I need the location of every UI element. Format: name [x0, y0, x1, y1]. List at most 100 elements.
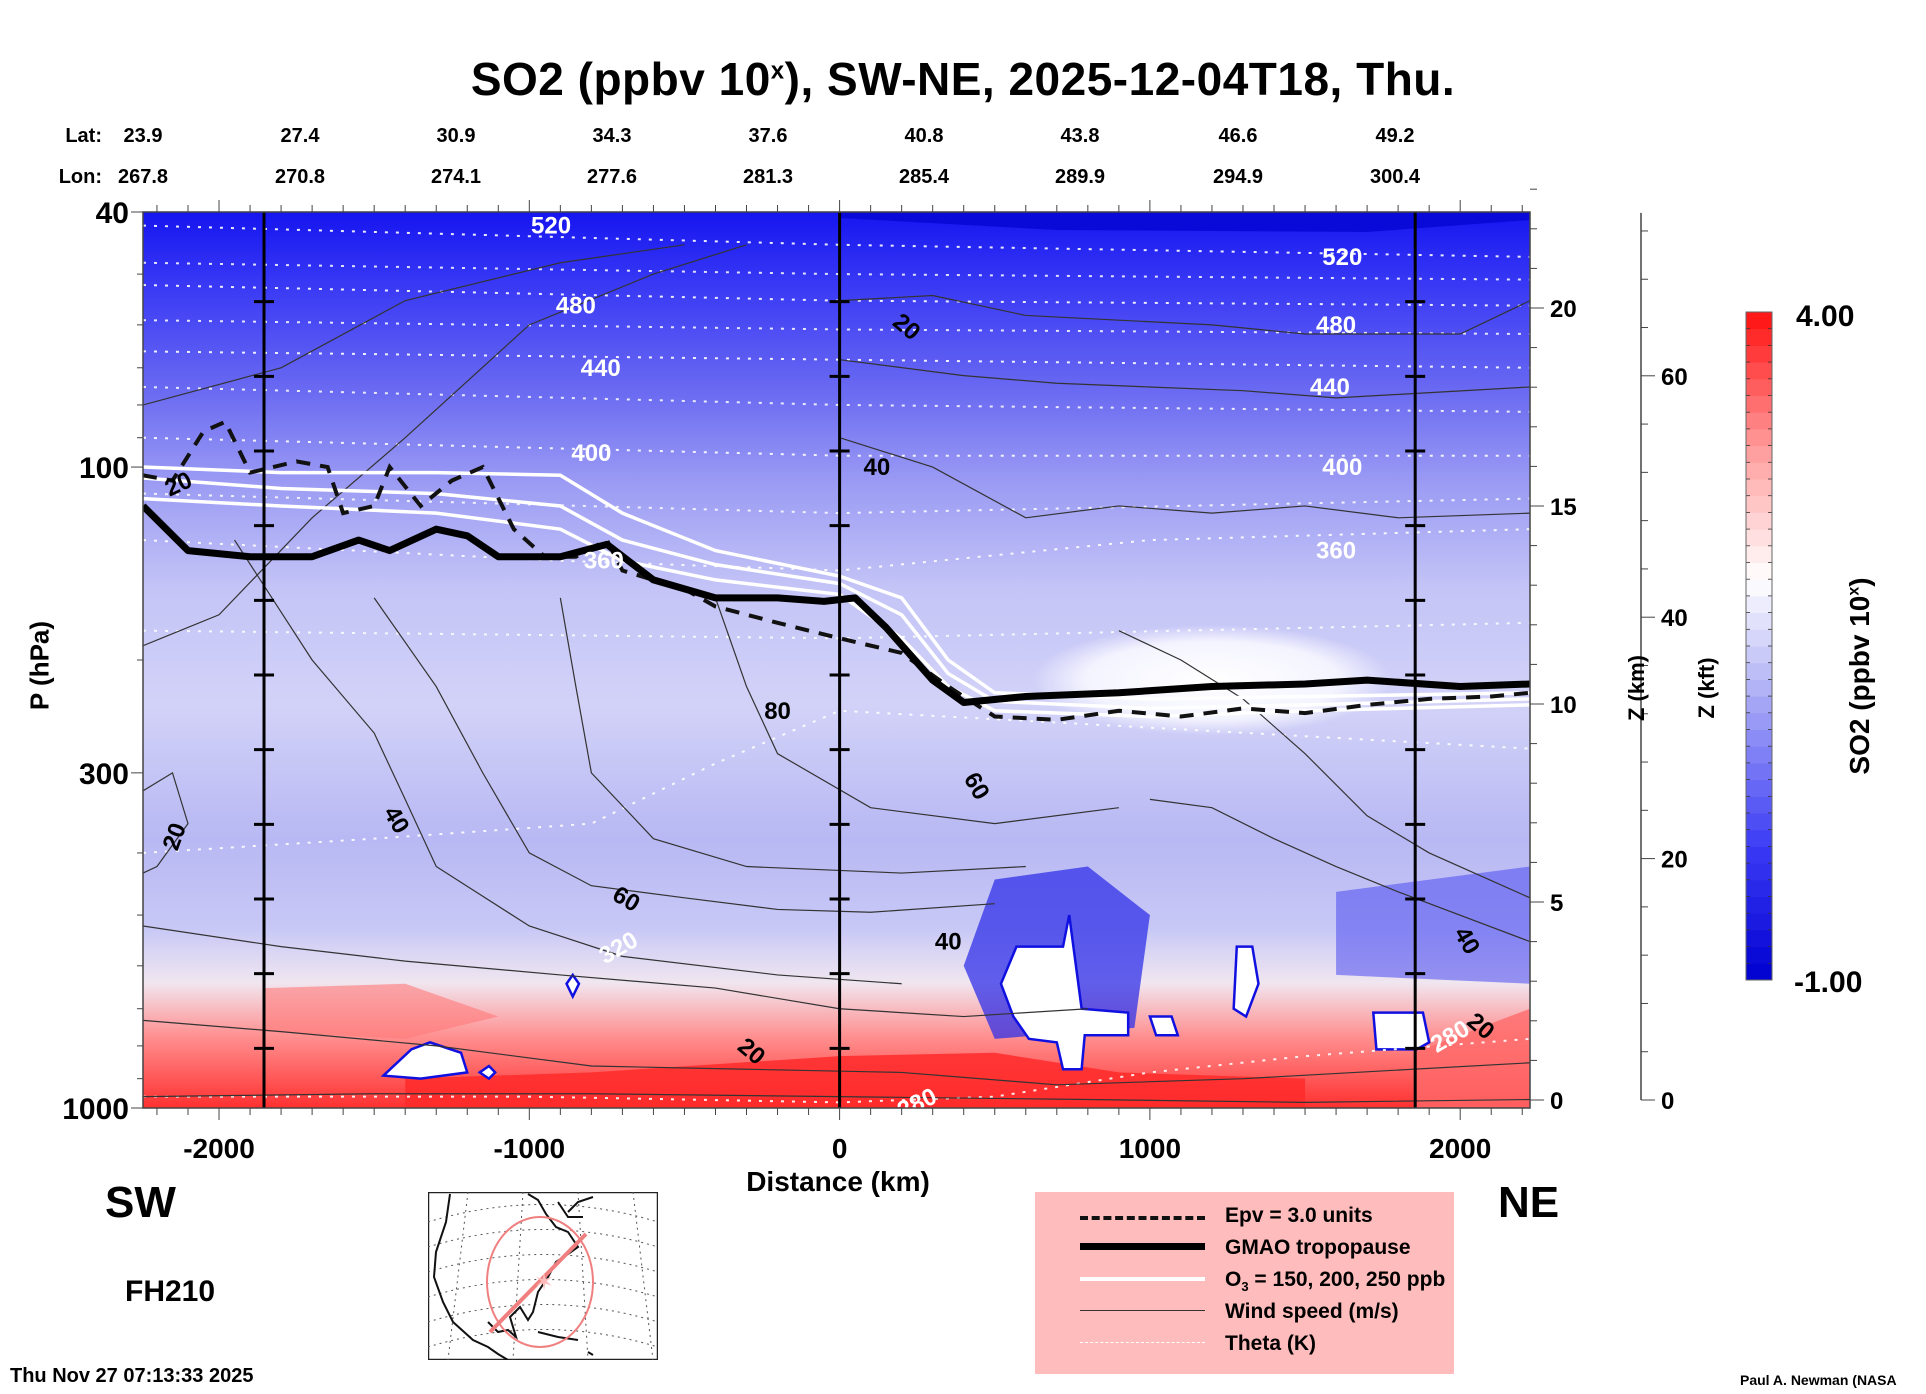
so2-white-region — [565, 972, 581, 1000]
y3-axis-label: Z (kft) — [1694, 657, 1719, 719]
colorbar-segment — [1746, 779, 1772, 797]
colorbar-segment — [1746, 963, 1772, 981]
colorbar-segment — [1746, 512, 1772, 530]
lat-value: 30.9 — [436, 125, 476, 147]
theta-line-minor — [143, 621, 1530, 640]
theta-line-minor — [143, 492, 1530, 515]
map-graticule — [428, 1192, 658, 1360]
theta-label: 400 — [1322, 454, 1362, 481]
theta-label: 400 — [571, 440, 611, 467]
y-tick-label: 1000 — [62, 1093, 129, 1126]
theta-line-280 — [143, 1037, 1530, 1104]
theta-label: 520 — [531, 213, 571, 240]
lat-value: 43.8 — [1060, 125, 1100, 147]
lon-value: 274.1 — [430, 166, 482, 188]
lat-label: Lat: — [65, 125, 102, 147]
theta-line-360 — [143, 528, 1530, 572]
x-tick-label: -1000 — [493, 1133, 565, 1164]
direction-sw: SW — [105, 1178, 176, 1227]
theta-label: 360 — [584, 548, 624, 575]
colorbar-segment — [1746, 879, 1772, 897]
epv-contour — [143, 419, 1530, 722]
theta-label: 480 — [1316, 312, 1356, 339]
y-axis-label-wrap: P (hPa) — [20, 560, 60, 760]
wind-speed-contour — [234, 539, 902, 985]
legend: Epv = 3.0 units GMAO tropopause O3 = 150… — [1035, 1192, 1454, 1374]
colorbar-segment — [1746, 529, 1772, 547]
z-kft-tick-label: 0 — [1661, 1088, 1674, 1115]
legend-swatch-o3 — [1080, 1277, 1205, 1281]
colorbar-segment — [1746, 462, 1772, 480]
colorbar-segment — [1746, 762, 1772, 781]
x-axis-label: Distance (km) — [746, 1166, 930, 1197]
direction-ne: NE — [1498, 1178, 1560, 1227]
map-center-star-icon: ✶ — [534, 1268, 554, 1296]
legend-label-tropopause: GMAO tropopause — [1225, 1236, 1411, 1259]
tropopause-line — [143, 503, 1530, 707]
x-tick-label: -2000 — [183, 1133, 255, 1164]
colorbar-segment — [1746, 863, 1772, 881]
so2-blue-patch-ne — [1336, 866, 1530, 984]
z-kft-tick-label: 40 — [1661, 605, 1688, 632]
colorbar-segment — [1746, 629, 1772, 647]
colorbar-segment — [1746, 662, 1772, 680]
wind-speed-contour — [143, 1019, 1530, 1086]
wind-speed-contour — [143, 244, 747, 647]
colorbar-segment — [1746, 579, 1772, 597]
theta-line-520 — [143, 224, 1530, 258]
colorbar-label: SO2 (ppbv 10x) — [1844, 577, 1875, 775]
colorbar-segment — [1746, 729, 1772, 747]
lon-label: Lon: — [58, 166, 102, 188]
legend-swatch-epv — [1080, 1216, 1205, 1220]
colorbar-segment — [1746, 495, 1772, 513]
colorbar-segment — [1746, 913, 1772, 931]
wind-speed-contour — [839, 359, 1530, 399]
legend-label-o3: O3 = 150, 200, 250 ppb — [1225, 1268, 1446, 1295]
theta-label: 520 — [1322, 244, 1362, 271]
map-range-circle — [486, 1216, 594, 1348]
so2-white-region — [477, 1064, 497, 1081]
lon-value: 277.6 — [586, 166, 638, 188]
so2-white-region — [380, 1041, 469, 1080]
lat-value: 27.4 — [280, 125, 320, 147]
legend-label-theta: Theta (K) — [1225, 1332, 1316, 1355]
theta-label: 360 — [1316, 538, 1356, 565]
z-kft-tick-label: 20 — [1661, 847, 1688, 874]
colorbar-segment — [1746, 829, 1772, 847]
map-transect-line — [488, 1232, 588, 1334]
colorbar-segment — [1746, 428, 1772, 447]
lon-value: 285.4 — [898, 166, 950, 188]
x-tick-label: 1000 — [1119, 1133, 1181, 1164]
colorbar-segment — [1746, 679, 1772, 697]
colorbar-segment — [1746, 796, 1772, 814]
colorbar-segment — [1746, 345, 1772, 363]
wind-speed-contour — [143, 244, 685, 406]
wind-speed-label: 80 — [764, 698, 791, 725]
z-km-tick-label: 10 — [1550, 692, 1577, 719]
legend-label-epv: Epv = 3.0 units — [1225, 1204, 1373, 1227]
so2-white-region — [1371, 1011, 1431, 1051]
colorbar-segment — [1746, 562, 1772, 580]
theta-line-minor — [143, 319, 1530, 335]
timestamp: Thu Nov 27 07:13:33 2025 — [10, 1365, 254, 1387]
legend-swatch-theta — [1080, 1342, 1205, 1343]
lon-value: 294.9 — [1212, 166, 1264, 188]
colorbar-segment — [1746, 595, 1772, 614]
colorbar-segment — [1746, 445, 1772, 463]
wind-speed-contour — [839, 437, 1530, 519]
x-tick-label: 2000 — [1429, 1133, 1491, 1164]
wind-speed-contour — [1118, 630, 1530, 899]
wind-speed-label: 40 — [863, 454, 890, 481]
theta-line-480 — [143, 284, 1530, 307]
colorbar-segment — [1746, 378, 1772, 396]
legend-swatch-wind — [1080, 1310, 1205, 1311]
wind-speed-contour — [839, 294, 1530, 335]
wind-speed-contour — [143, 771, 189, 874]
wind-speed-contour — [559, 597, 1026, 874]
chart-title: SO2 (ppbv 10x), SW-NE, 2025-12-04T18, Th… — [470, 53, 1456, 105]
theta-label: 440 — [581, 355, 621, 382]
y-tick-label: 300 — [79, 758, 129, 791]
lat-value: 49.2 — [1375, 125, 1415, 147]
lat-value: 46.6 — [1218, 125, 1258, 147]
colorbar-segment — [1746, 646, 1772, 664]
